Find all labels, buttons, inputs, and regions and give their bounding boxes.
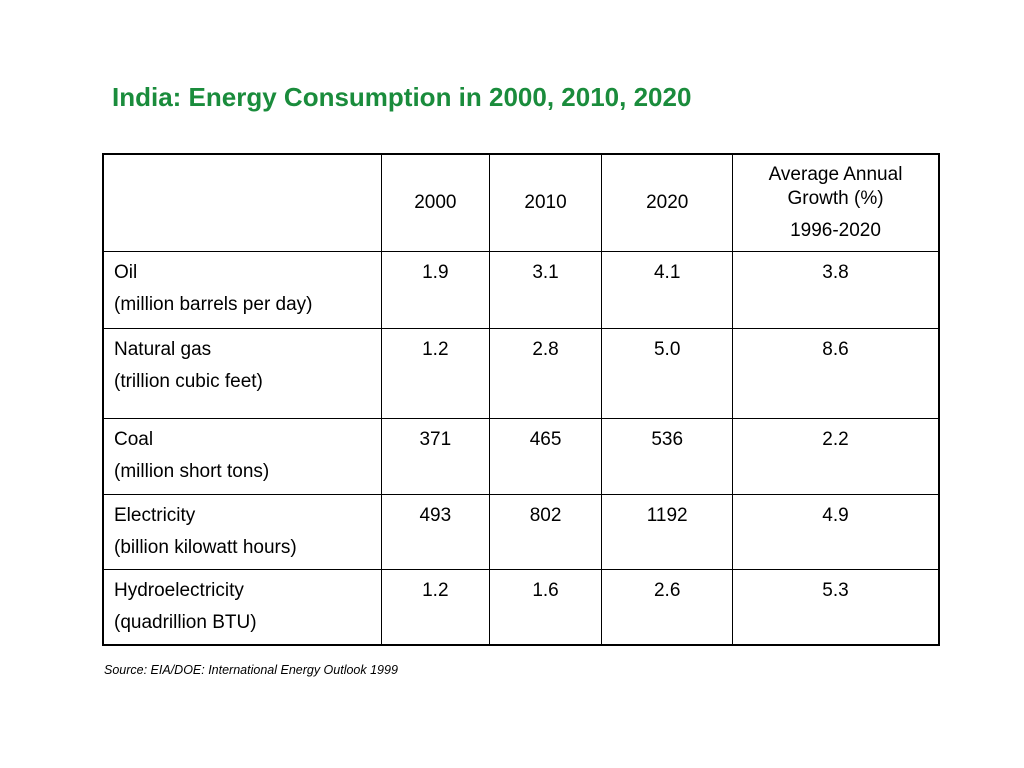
row-unit: (million short tons)	[114, 460, 270, 482]
cell-2020: 4.1	[601, 250, 734, 329]
table-row: Oil (million barrels per day) 1.9 3.1 4.…	[102, 250, 940, 329]
row-name: Oil	[114, 261, 138, 283]
row-label: Hydroelectricity (quadrillion BTU)	[102, 568, 382, 646]
cell-growth: 8.6	[732, 327, 940, 419]
cell-growth: 4.9	[732, 493, 940, 570]
row-label: Natural gas (trillion cubic feet)	[102, 327, 382, 419]
header-blank-cell	[102, 153, 382, 252]
row-name: Electricity	[114, 504, 196, 526]
header-growth-line1: Average Annual	[768, 164, 903, 185]
row-unit: (trillion cubic feet)	[114, 370, 263, 392]
page-title: India: Energy Consumption in 2000, 2010,…	[112, 82, 692, 112]
cell-2010: 2.8	[488, 327, 603, 419]
table-header-row: 2000 2010 2020 Average Annual Growth (%)…	[102, 153, 940, 252]
cell-2000: 1.9	[380, 250, 490, 329]
header-2000: 2000	[380, 153, 490, 252]
cell-2020: 536	[601, 417, 734, 495]
cell-2020: 1192	[601, 493, 734, 570]
cell-2010: 1.6	[488, 568, 603, 646]
cell-2000: 1.2	[380, 327, 490, 419]
cell-2000: 371	[380, 417, 490, 495]
row-name: Hydroelectricity	[114, 579, 244, 601]
row-label: Electricity (billion kilowatt hours)	[102, 493, 382, 570]
cell-2000: 1.2	[380, 568, 490, 646]
cell-2020: 2.6	[601, 568, 734, 646]
row-label: Oil (million barrels per day)	[102, 250, 382, 329]
source-note: Source: EIA/DOE: International Energy Ou…	[104, 663, 398, 677]
header-growth-line3: 1996-2020	[790, 220, 881, 241]
cell-2010: 465	[488, 417, 603, 495]
cell-growth: 5.3	[732, 568, 940, 646]
cell-2010: 3.1	[488, 250, 603, 329]
row-unit: (billion kilowatt hours)	[114, 536, 297, 558]
table-row: Hydroelectricity (quadrillion BTU) 1.2 1…	[102, 568, 940, 646]
header-2010: 2010	[488, 153, 603, 252]
cell-growth: 3.8	[732, 250, 940, 329]
row-label: Coal (million short tons)	[102, 417, 382, 495]
energy-consumption-table: 2000 2010 2020 Average Annual Growth (%)…	[102, 153, 940, 646]
header-2020: 2020	[601, 153, 734, 252]
table-row: Coal (million short tons) 371 465 536 2.…	[102, 417, 940, 495]
table-row: Electricity (billion kilowatt hours) 493…	[102, 493, 940, 570]
row-unit: (million barrels per day)	[114, 293, 313, 315]
cell-growth: 2.2	[732, 417, 940, 495]
row-unit: (quadrillion BTU)	[114, 611, 257, 633]
header-growth-line2: Growth (%)	[787, 188, 884, 209]
cell-2020: 5.0	[601, 327, 734, 419]
header-growth: Average Annual Growth (%) 1996-2020	[732, 153, 940, 252]
row-name: Coal	[114, 428, 154, 450]
cell-2000: 493	[380, 493, 490, 570]
row-name: Natural gas	[114, 338, 212, 360]
cell-2010: 802	[488, 493, 603, 570]
table-row: Natural gas (trillion cubic feet) 1.2 2.…	[102, 327, 940, 419]
